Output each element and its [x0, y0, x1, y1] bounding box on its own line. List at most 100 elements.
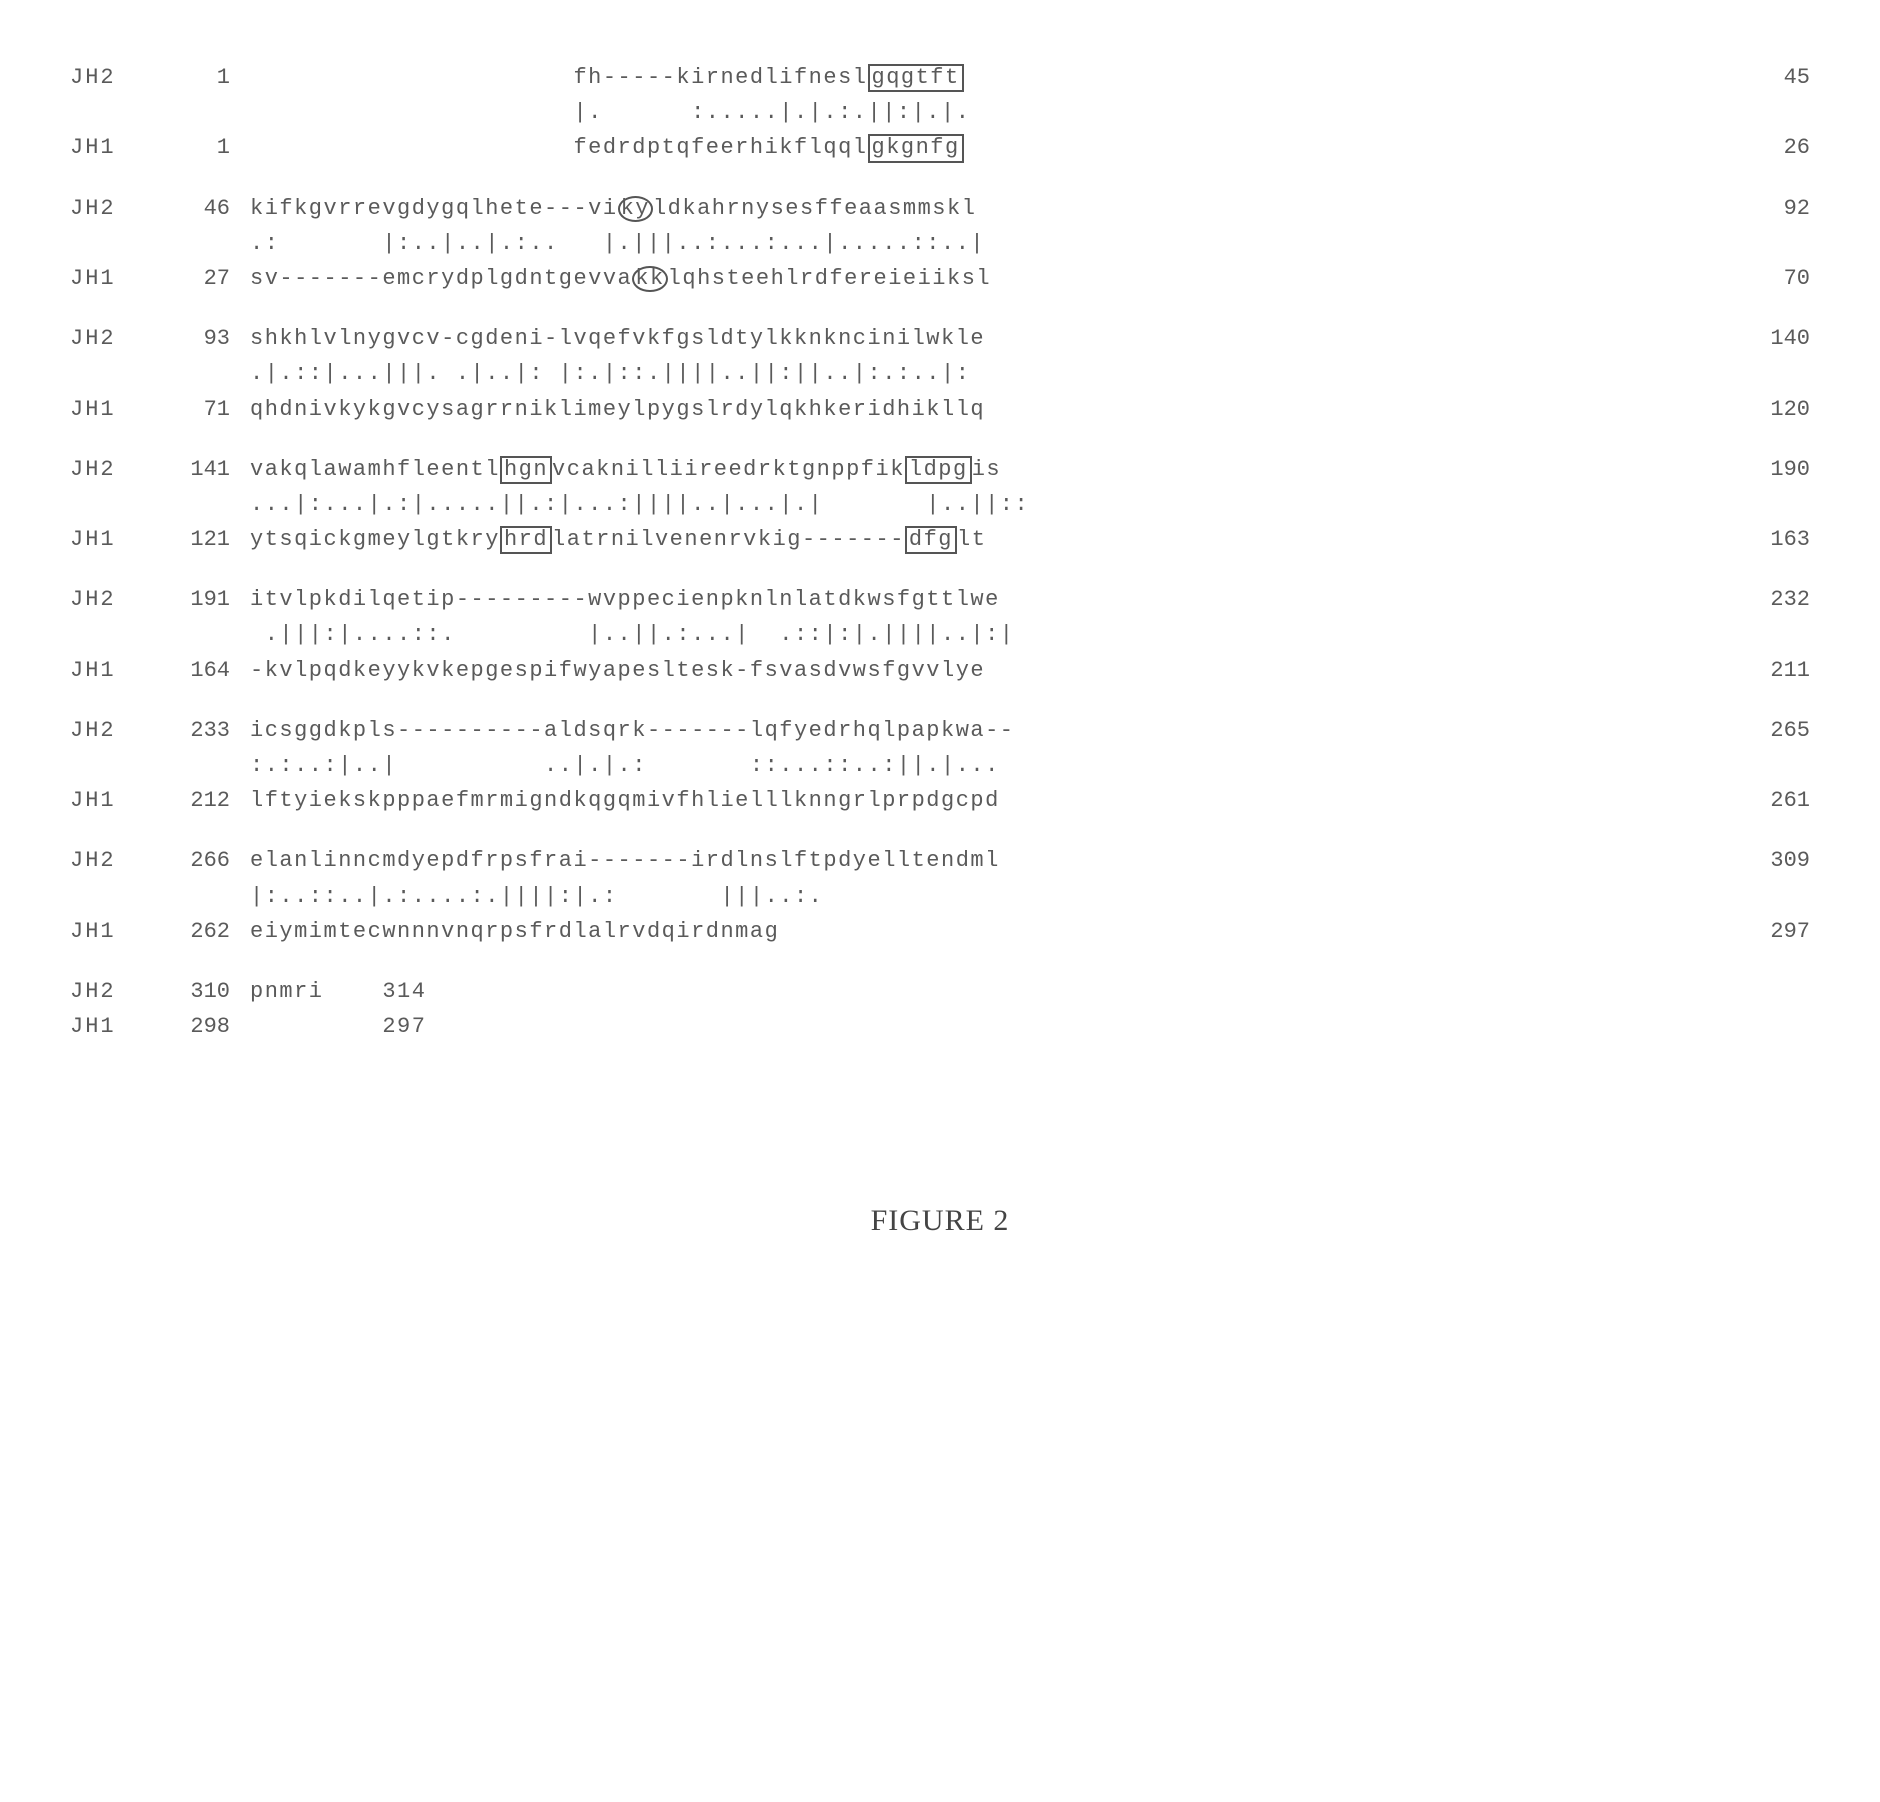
seq-row: JH2 191 itvlpkdilqetip---------wvppecien…: [70, 582, 1810, 617]
seq-row: JH2 233 icsggdkpls----------aldsqrk-----…: [70, 713, 1810, 748]
motif-box: dfg: [905, 526, 957, 554]
alignment-block: JH2 1 fh-----kirnedlifneslgqgtft 45 |. :…: [70, 60, 1810, 166]
start-pos: 27: [170, 261, 250, 296]
start-pos: 191: [170, 582, 250, 617]
start-pos: 298: [170, 1009, 250, 1044]
motif-box: gkgnfg: [868, 134, 964, 162]
match-line: .: |:..|..|.:.. |.|||..:...:...|.....::.…: [250, 226, 1720, 261]
figure-caption: FIGURE 2: [70, 1204, 1810, 1238]
match-row: .: |:..|..|.:.. |.|||..:...:...|.....::.…: [70, 226, 1810, 261]
seq-label: JH1: [70, 653, 170, 688]
match-line: .|||:|....::. |..||.:...| .::|:|.||||..|…: [250, 617, 1720, 652]
match-row: ...|:...|.:|.....||.:|...:||||..|...|.| …: [70, 487, 1810, 522]
seq-label: JH2: [70, 321, 170, 356]
match-line: .|.::|...|||. .|..|: |:.|::.||||..||:||.…: [250, 356, 1720, 391]
end-pos: 140: [1720, 321, 1810, 356]
end-pos: 120: [1720, 392, 1810, 427]
end-pos: 45: [1720, 60, 1810, 95]
start-pos: 1: [170, 60, 250, 95]
sequence: -kvlpqdkeyykvkepgespifwyapesltesk-fsvasd…: [250, 653, 1720, 688]
seq-label: JH1: [70, 522, 170, 557]
seq-label: JH2: [70, 60, 170, 95]
sequence: fh-----kirnedlifneslgqgtft: [250, 60, 1720, 95]
seq-label: JH1: [70, 130, 170, 165]
seq-label: JH2: [70, 191, 170, 226]
end-pos: 26: [1720, 130, 1810, 165]
sequence: kifkgvrrevgdygqlhete---vikyldkahrnysesff…: [250, 191, 1720, 226]
seq-label: JH1: [70, 914, 170, 949]
seq-label: JH2: [70, 452, 170, 487]
seq-label: JH2: [70, 713, 170, 748]
seq-label: JH2: [70, 974, 170, 1009]
seq-row: JH2 141 vakqlawamhfleentlhgnvcaknilliire…: [70, 452, 1810, 487]
seq-row: JH1 212 lftyiekskpppaefmrmigndkqgqmivfhl…: [70, 783, 1810, 818]
end-pos: 265: [1720, 713, 1810, 748]
end-pos: 163: [1720, 522, 1810, 557]
seq-row: JH1 164 -kvlpqdkeyykvkepgespifwyapesltes…: [70, 653, 1810, 688]
sequence: elanlinncmdyepdfrpsfrai-------irdlnslftp…: [250, 843, 1720, 878]
start-pos: 141: [170, 452, 250, 487]
seq-row: JH1 262 eiymimtecwnnnvnqrpsfrdlalrvdqird…: [70, 914, 1810, 949]
start-pos: 71: [170, 392, 250, 427]
seq-label: JH1: [70, 261, 170, 296]
end-pos: 190: [1720, 452, 1810, 487]
sequence: sv-------emcrydplgdntgevvakklqhsteehlrdf…: [250, 261, 1720, 296]
seq-row: JH2 310 pnmri 314: [70, 974, 1810, 1009]
alignment-block: JH2 141 vakqlawamhfleentlhgnvcaknilliire…: [70, 452, 1810, 558]
sequence: fedrdptqfeerhikflqqlgkgnfg: [250, 130, 1720, 165]
seq-row: JH1 71 qhdnivkykgvcysagrrniklimeylpygslr…: [70, 392, 1810, 427]
sequence: pnmri 314: [250, 974, 1720, 1009]
seq-label: JH2: [70, 582, 170, 617]
start-pos: 310: [170, 974, 250, 1009]
match-row: .|||:|....::. |..||.:...| .::|:|.||||..|…: [70, 617, 1810, 652]
end-pos: 261: [1720, 783, 1810, 818]
start-pos: 212: [170, 783, 250, 818]
alignment-figure: JH2 1 fh-----kirnedlifneslgqgtft 45 |. :…: [70, 60, 1810, 1238]
sequence: ytsqickgmeylgtkryhrdlatrnilvenenrvkig---…: [250, 522, 1720, 557]
start-pos: 164: [170, 653, 250, 688]
sequence: vakqlawamhfleentlhgnvcaknilliireedrktgnp…: [250, 452, 1720, 487]
seq-row: JH2 46 kifkgvrrevgdygqlhete---vikyldkahr…: [70, 191, 1810, 226]
end-pos: 297: [1720, 914, 1810, 949]
end-pos: 92: [1720, 191, 1810, 226]
sequence: lftyiekskpppaefmrmigndkqgqmivfhlielllknn…: [250, 783, 1720, 818]
start-pos: 121: [170, 522, 250, 557]
sequence: shkhlvlnygvcv-cgdeni-lvqefvkfgsldtylkknk…: [250, 321, 1720, 356]
seq-row: JH2 1 fh-----kirnedlifneslgqgtft 45: [70, 60, 1810, 95]
start-pos: 266: [170, 843, 250, 878]
alignment-block: JH2 191 itvlpkdilqetip---------wvppecien…: [70, 582, 1810, 688]
match-row: :.:..:|..| ..|.|.: ::...::..:||.|...: [70, 748, 1810, 783]
motif-box: gqgtft: [868, 64, 964, 92]
sequence: qhdnivkykgvcysagrrniklimeylpygslrdylqkhk…: [250, 392, 1720, 427]
match-line: :.:..:|..| ..|.|.: ::...::..:||.|...: [250, 748, 1720, 783]
start-pos: 262: [170, 914, 250, 949]
match-line: |:..::..|.:....:.||||:|.: |||..:.: [250, 879, 1720, 914]
seq-row: JH2 93 shkhlvlnygvcv-cgdeni-lvqefvkfgsld…: [70, 321, 1810, 356]
end-pos: 309: [1720, 843, 1810, 878]
alignment-block: JH2 46 kifkgvrrevgdygqlhete---vikyldkahr…: [70, 191, 1810, 297]
seq-label: JH1: [70, 392, 170, 427]
match-row: |. :.....|.|.:.||:|.|.: [70, 95, 1810, 130]
motif-box: hgn: [500, 456, 552, 484]
end-pos: 70: [1720, 261, 1810, 296]
seq-row: JH2 266 elanlinncmdyepdfrpsfrai-------ir…: [70, 843, 1810, 878]
sequence: itvlpkdilqetip---------wvppecienpknlnlat…: [250, 582, 1720, 617]
seq-label: JH2: [70, 843, 170, 878]
end-pos: 232: [1720, 582, 1810, 617]
match-line: |. :.....|.|.:.||:|.|.: [250, 95, 1720, 130]
match-row: .|.::|...|||. .|..|: |:.|::.||||..||:||.…: [70, 356, 1810, 391]
circled-residue: kk: [632, 266, 667, 292]
seq-row: JH1 298 297: [70, 1009, 1810, 1044]
sequence: eiymimtecwnnnvnqrpsfrdlalrvdqirdnmag: [250, 914, 1720, 949]
sequence: 297: [250, 1009, 1720, 1044]
match-line: ...|:...|.:|.....||.:|...:||||..|...|.| …: [250, 487, 1720, 522]
seq-row: JH1 1 fedrdptqfeerhikflqqlgkgnfg 26: [70, 130, 1810, 165]
start-pos: 46: [170, 191, 250, 226]
start-pos: 233: [170, 713, 250, 748]
seq-row: JH1 27 sv-------emcrydplgdntgevvakklqhst…: [70, 261, 1810, 296]
alignment-block: JH2 93 shkhlvlnygvcv-cgdeni-lvqefvkfgsld…: [70, 321, 1810, 427]
start-pos: 93: [170, 321, 250, 356]
circled-residue: ky: [618, 196, 653, 222]
alignment-block: JH2 310 pnmri 314 JH1 298 297: [70, 974, 1810, 1044]
alignment-block: JH2 233 icsggdkpls----------aldsqrk-----…: [70, 713, 1810, 819]
